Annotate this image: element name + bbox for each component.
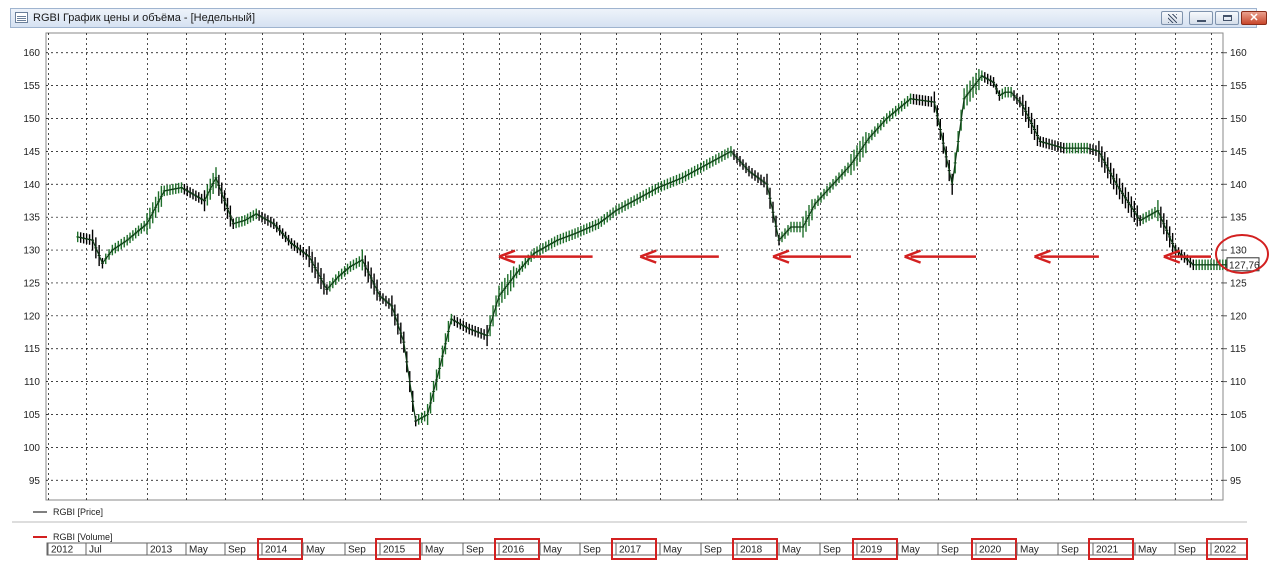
annotation-arrow-head xyxy=(1163,249,1181,264)
y-tick-label-right: 140 xyxy=(1230,180,1247,191)
y-tick-label-right: 150 xyxy=(1230,114,1247,125)
year-highlight-box xyxy=(494,538,540,560)
time-axis-label: May xyxy=(782,545,801,556)
y-tick-label-left: 155 xyxy=(23,81,40,92)
legend-label: RGBI [Price] xyxy=(53,507,103,517)
annotation-arrow-head xyxy=(498,249,516,264)
last-price-label: 127,76 xyxy=(1229,260,1260,271)
y-tick-label-left: 95 xyxy=(29,476,41,487)
annotation-arrow-head xyxy=(1034,249,1051,264)
y-tick-label-left: 150 xyxy=(23,114,40,125)
chart-window-icon xyxy=(15,12,28,23)
maximize-icon xyxy=(1223,15,1232,21)
grid-button[interactable] xyxy=(1161,11,1183,25)
time-axis-label: Sep xyxy=(228,545,246,556)
window-title: RGBI График цены и объёма - [Недельный] xyxy=(33,12,255,24)
y-tick-label-left: 110 xyxy=(24,377,40,388)
year-highlight-box xyxy=(852,538,898,560)
time-axis-label: 2012 xyxy=(51,545,74,556)
minimize-button[interactable] xyxy=(1189,11,1213,25)
price-line xyxy=(77,75,1235,423)
y-tick-label-right: 155 xyxy=(1230,81,1247,92)
time-axis-label: May xyxy=(1138,545,1157,556)
annotation-arrow-head xyxy=(772,249,790,264)
time-axis-label: 2019 xyxy=(860,545,883,556)
time-axis-label: Sep xyxy=(704,545,722,556)
y-tick-label-right: 120 xyxy=(1230,311,1247,322)
y-tick-label-left: 105 xyxy=(23,410,40,421)
annotation-arrow-head xyxy=(904,249,922,264)
time-axis-label: 2022 xyxy=(1214,545,1237,556)
y-tick-label-left: 125 xyxy=(23,278,40,289)
time-axis-label: Sep xyxy=(348,545,366,556)
y-tick-label-left: 100 xyxy=(23,443,40,454)
time-axis-label: Sep xyxy=(1178,545,1196,556)
plot-frame xyxy=(45,32,1224,501)
close-button[interactable]: ✕ xyxy=(1241,11,1267,25)
time-axis-label: 2017 xyxy=(619,545,642,556)
time-axis-label: Sep xyxy=(583,545,601,556)
time-axis-label: Sep xyxy=(823,545,841,556)
y-tick-label-right: 100 xyxy=(1230,443,1247,454)
year-highlight-box xyxy=(611,538,657,560)
time-axis-label: May xyxy=(425,545,444,556)
time-axis-label: May xyxy=(1020,545,1039,556)
time-axis-label: May xyxy=(543,545,562,556)
last-price-highlight xyxy=(1215,234,1269,275)
time-axis-label: 2021 xyxy=(1096,545,1119,556)
y-tick-label-right: 125 xyxy=(1230,278,1247,289)
y-tick-label-left: 160 xyxy=(23,48,40,59)
maximize-button[interactable] xyxy=(1215,11,1239,25)
legend-label: RGBI [Volume] xyxy=(53,532,113,542)
time-axis-label: 2018 xyxy=(740,545,763,556)
time-axis-label: Sep xyxy=(1061,545,1079,556)
year-highlight-box xyxy=(1088,538,1134,560)
time-axis-label: 2020 xyxy=(979,545,1002,556)
time-axis-label: May xyxy=(663,545,682,556)
y-tick-label-right: 145 xyxy=(1230,147,1247,158)
price-series xyxy=(76,69,1235,427)
time-axis-label: May xyxy=(189,545,208,556)
title-bar[interactable]: RGBI График цены и объёма - [Недельный] … xyxy=(10,8,1267,28)
year-highlight-box xyxy=(732,538,778,560)
time-axis-label: Sep xyxy=(466,545,484,556)
time-axis-label: May xyxy=(901,545,920,556)
year-highlight-box xyxy=(971,538,1017,560)
annotation-arrow-head xyxy=(639,249,657,264)
time-axis-label: 2014 xyxy=(265,545,288,556)
y-tick-label-right: 115 xyxy=(1230,344,1246,355)
time-axis-label: May xyxy=(306,545,325,556)
minimize-icon xyxy=(1197,20,1206,22)
y-tick-label-right: 135 xyxy=(1230,213,1247,224)
time-axis-label: Jul xyxy=(89,545,102,556)
y-tick-label-left: 135 xyxy=(23,213,40,224)
close-icon: ✕ xyxy=(1249,12,1259,24)
year-highlight-box xyxy=(375,538,421,560)
y-tick-label-right: 130 xyxy=(1230,246,1247,257)
y-tick-label-left: 120 xyxy=(23,311,40,322)
last-price-box xyxy=(1226,257,1260,272)
y-tick-label-left: 145 xyxy=(23,147,40,158)
grid-icon xyxy=(1168,14,1177,23)
y-tick-label-right: 95 xyxy=(1230,476,1242,487)
time-axis-label: 2016 xyxy=(502,545,525,556)
y-tick-label-right: 110 xyxy=(1230,377,1246,388)
y-tick-label-left: 130 xyxy=(23,246,40,257)
time-axis-label: 2015 xyxy=(383,545,406,556)
y-tick-label-left: 140 xyxy=(23,180,40,191)
y-tick-label-right: 105 xyxy=(1230,410,1247,421)
year-highlight-box xyxy=(1206,538,1248,560)
year-highlight-box xyxy=(257,538,303,560)
time-axis-label: Sep xyxy=(941,545,959,556)
time-axis-label: 2013 xyxy=(150,545,173,556)
y-tick-label-left: 115 xyxy=(24,344,40,355)
y-tick-label-right: 160 xyxy=(1230,48,1247,59)
